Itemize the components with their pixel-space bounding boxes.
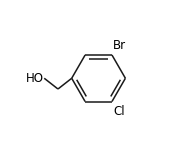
Text: Br: Br — [113, 39, 126, 52]
Text: HO: HO — [26, 72, 44, 85]
Text: Cl: Cl — [113, 104, 125, 117]
